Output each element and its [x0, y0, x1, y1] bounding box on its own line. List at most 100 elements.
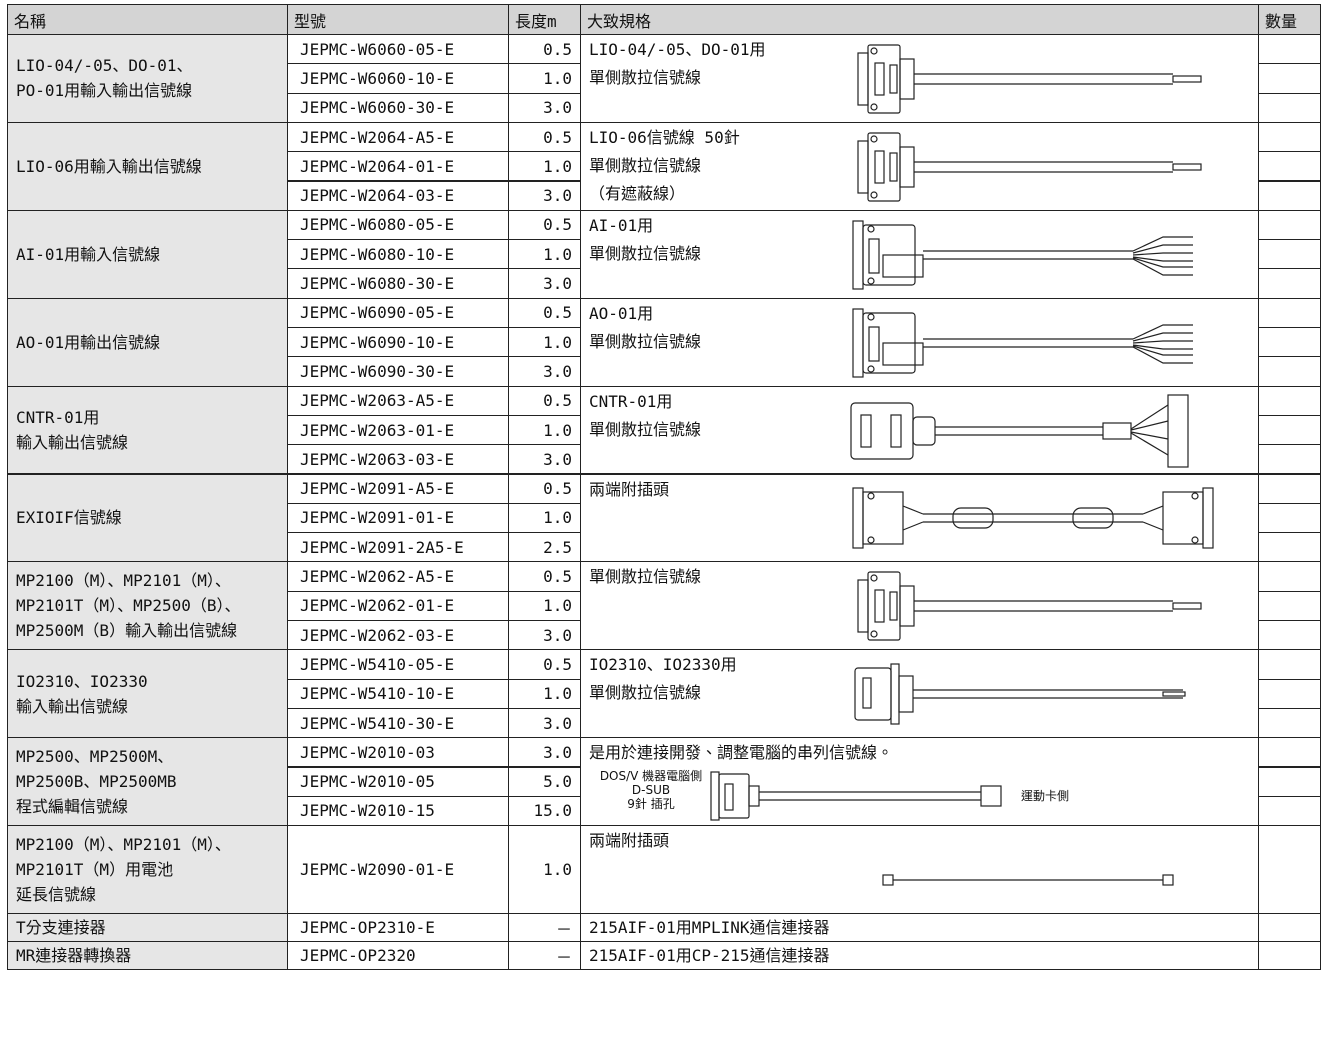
model-text: JEPMC-W2063-01-E [300, 420, 455, 440]
length-cell: 3.0 [508, 620, 581, 651]
model-text: JEPMC-W2064-01-E [300, 156, 455, 176]
quantity-cell [1258, 444, 1321, 475]
model-cell: JEPMC-W5410-30-E [287, 707, 509, 739]
quantity-cell [1258, 151, 1321, 182]
model-cell: JEPMC-W2090-01-E [287, 825, 509, 915]
name-line: MP2500、MP2500M、 [16, 747, 174, 767]
length-cell: 0.5 [508, 649, 581, 680]
length-cell: 5.0 [508, 766, 581, 797]
length-text: 0.5 [543, 391, 572, 411]
length-cell: 0.5 [508, 385, 581, 416]
model-cell: JEPMC-W2064-01-E [287, 151, 509, 182]
name-line: EXIOIF信號線 [16, 508, 122, 528]
length-cell: 1.0 [508, 825, 581, 915]
name-cell: MP2100（M）、MP2101（M）、 MP2101T（M）用電池 延長信號線 [7, 825, 288, 915]
length-cell: 1.0 [508, 327, 581, 358]
model-cell: JEPMC-W2010-03 [287, 737, 509, 768]
spec-line: AO-01用 [589, 303, 654, 323]
length-cell: 3.0 [508, 92, 581, 123]
model-text: JEPMC-W6060-05-E [300, 39, 455, 59]
quantity-cell [1258, 356, 1321, 387]
length-text: 1.0 [543, 684, 572, 704]
cable-shape [853, 488, 1213, 548]
header-text: 長度m [515, 11, 557, 31]
model-cell: JEPMC-W2064-03-E [287, 180, 509, 211]
model-cell: JEPMC-W6080-10-E [287, 239, 509, 270]
quantity-cell [1258, 473, 1321, 504]
cable-drawing [843, 215, 1223, 295]
length-cell: 1.0 [508, 590, 581, 621]
length-text: 3.0 [543, 361, 572, 381]
model-text: JEPMC-OP2320 [300, 946, 416, 966]
spec-line: 單側散拉信號線 [589, 68, 702, 87]
name-cell: AO-01用輸出信號線 [7, 297, 288, 387]
model-text: JEPMC-W6080-05-E [300, 215, 455, 235]
length-cell: 0.5 [508, 473, 581, 504]
diagram-label: 9針 插孔 [627, 796, 674, 811]
name-line: 輸入輸出信號線 [16, 696, 129, 716]
length-text: 3.0 [543, 186, 572, 206]
spec-cell: 單側散拉信號線 [580, 561, 1259, 651]
name-line: MR連接器轉換器 [16, 946, 132, 966]
quantity-cell [1258, 913, 1321, 943]
length-text: 5.0 [543, 772, 572, 792]
length-cell: 0.5 [508, 561, 581, 592]
model-cell: JEPMC-W2064-A5-E [287, 121, 509, 153]
quantity-cell [1258, 180, 1321, 211]
spec-line: 單側散拉信號線 [589, 567, 702, 587]
header-cell: 名稱 [7, 4, 288, 35]
model-cell: JEPMC-W2062-A5-E [287, 561, 509, 592]
model-text: JEPMC-W2010-15 [300, 801, 435, 821]
model-text: JEPMC-W2010-05 [300, 772, 435, 792]
length-text: 1.0 [543, 596, 572, 616]
length-cell: － [508, 913, 581, 943]
length-cell: 1.0 [508, 239, 581, 270]
spec-line: 單側散拉信號線 [589, 419, 702, 439]
model-cell: JEPMC-W6060-05-E [287, 34, 509, 65]
spec-cell: AI-01用 單側散拉信號線 [580, 209, 1259, 299]
length-text: 1.0 [543, 508, 572, 528]
quantity-cell [1258, 239, 1321, 270]
model-cell: JEPMC-W2091-2A5-E [287, 532, 509, 563]
length-text: 1.0 [543, 420, 572, 440]
quantity-cell [1258, 766, 1321, 797]
length-text: 1.0 [543, 244, 572, 264]
model-text: JEPMC-W2063-03-E [300, 449, 455, 469]
model-cell: JEPMC-W2010-15 [287, 795, 509, 827]
model-cell: JEPMC-W6080-30-E [287, 268, 509, 299]
name-line: PO-01用輸入輸出信號線 [16, 81, 193, 101]
model-cell: JEPMC-W5410-10-E [287, 678, 509, 709]
spec-line: 兩端附插頭 [589, 479, 670, 499]
length-text: 3.0 [543, 274, 572, 294]
cable-drawing [843, 566, 1223, 646]
spec-line: 兩端附插頭 [589, 831, 670, 851]
spec-cell: 215AIF-01用CP-215通信連接器 [580, 941, 1259, 971]
model-text: JEPMC-W2091-A5-E [300, 479, 455, 499]
quantity-cell [1258, 532, 1321, 563]
model-cell: JEPMC-W6090-30-E [287, 356, 509, 387]
quantity-cell [1258, 649, 1321, 680]
model-cell: JEPMC-W6080-05-E [287, 209, 509, 241]
spec-line: （有遮蔽線） [589, 183, 686, 203]
name-cell: EXIOIF信號線 [7, 473, 288, 563]
quantity-cell [1258, 707, 1321, 739]
length-text: 3.0 [543, 742, 572, 762]
model-cell: JEPMC-W6060-30-E [287, 92, 509, 123]
length-text: 0.5 [543, 215, 572, 235]
quantity-cell [1258, 92, 1321, 123]
model-cell: JEPMC-W2063-A5-E [287, 385, 509, 416]
length-text: 1.0 [543, 68, 572, 88]
name-line: AO-01用輸出信號線 [16, 332, 161, 352]
name-cell: T分支連接器 [7, 913, 288, 943]
name-cell: LIO-04/-05、DO-01、 PO-01用輸入輸出信號線 [7, 34, 288, 123]
model-cell: JEPMC-W2010-05 [287, 766, 509, 797]
name-line: CNTR-01用 [16, 408, 100, 428]
cable-shape [853, 221, 1193, 289]
spec-line: 215AIF-01用CP-215通信連接器 [589, 945, 830, 965]
length-cell: 1.0 [508, 63, 581, 94]
cable-shape [858, 572, 1201, 640]
name-cell: LIO-06用輸入輸出信號線 [7, 121, 288, 211]
name-cell: IO2310、IO2330 輸入輸出信號線 [7, 649, 288, 739]
cable-drawing [843, 391, 1223, 471]
